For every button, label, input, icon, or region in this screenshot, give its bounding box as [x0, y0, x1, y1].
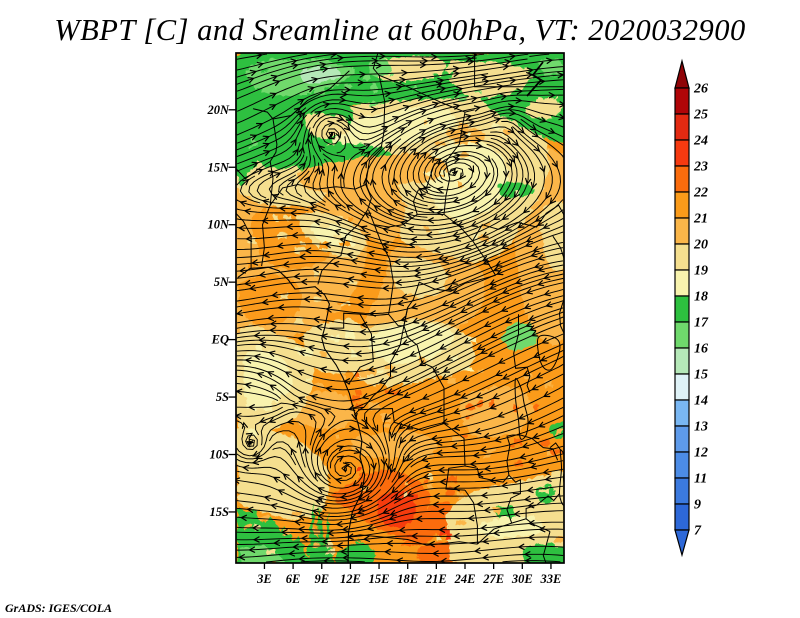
svg-text:7: 7	[694, 524, 702, 539]
svg-text:10S: 10S	[210, 448, 230, 462]
svg-text:15: 15	[694, 368, 708, 383]
svg-text:5S: 5S	[216, 390, 229, 404]
svg-text:WBPT [C] and Sreamline at 600h: WBPT [C] and Sreamline at 600hPa, VT: 20…	[54, 13, 746, 47]
svg-text:25: 25	[693, 108, 708, 123]
svg-text:GrADS: IGES/COLA: GrADS: IGES/COLA	[5, 601, 112, 615]
svg-text:15E: 15E	[369, 572, 390, 586]
svg-text:21E: 21E	[425, 572, 447, 586]
svg-text:21: 21	[693, 212, 708, 227]
svg-text:9: 9	[694, 498, 701, 513]
svg-text:23: 23	[693, 160, 708, 175]
svg-text:6E: 6E	[286, 572, 301, 586]
svg-text:11: 11	[694, 472, 707, 487]
svg-text:12E: 12E	[340, 572, 361, 586]
svg-text:15S: 15S	[210, 505, 230, 519]
svg-text:24E: 24E	[454, 572, 476, 586]
svg-text:30E: 30E	[511, 572, 533, 586]
svg-text:33E: 33E	[540, 572, 562, 586]
svg-text:17: 17	[694, 316, 709, 331]
svg-text:20: 20	[693, 238, 708, 253]
svg-text:19: 19	[694, 264, 708, 279]
svg-text:20N: 20N	[206, 103, 230, 117]
svg-text:22: 22	[693, 186, 708, 201]
svg-text:9E: 9E	[314, 572, 329, 586]
svg-text:14: 14	[694, 394, 708, 409]
svg-text:10N: 10N	[207, 218, 230, 232]
svg-text:EQ: EQ	[211, 333, 229, 347]
svg-text:12: 12	[694, 446, 708, 461]
svg-text:5N: 5N	[214, 275, 230, 289]
svg-text:18: 18	[694, 290, 708, 305]
svg-text:16: 16	[694, 342, 708, 357]
svg-text:24: 24	[693, 134, 708, 149]
svg-text:18E: 18E	[397, 572, 418, 586]
svg-text:13: 13	[694, 420, 708, 435]
svg-text:26: 26	[693, 82, 708, 97]
svg-text:27E: 27E	[482, 572, 504, 586]
svg-text:3E: 3E	[256, 572, 272, 586]
svg-text:15N: 15N	[207, 160, 230, 174]
